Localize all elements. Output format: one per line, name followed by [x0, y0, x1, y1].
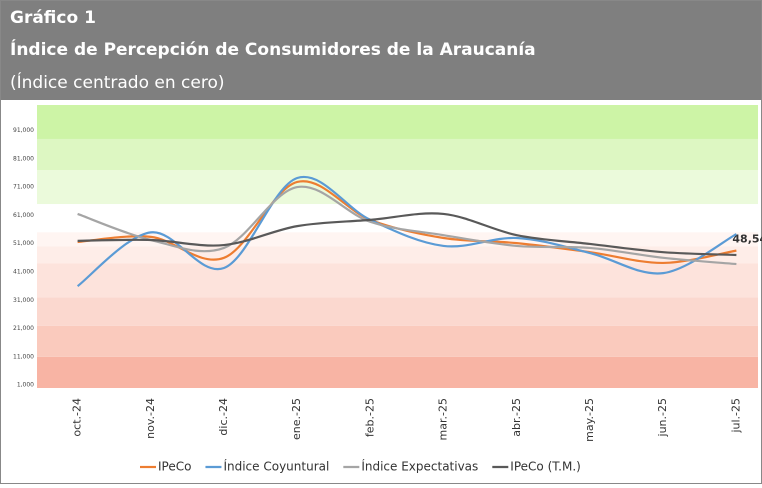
x-tick-label: abr.-25	[510, 398, 523, 437]
y-tick-label: 91,000	[13, 127, 34, 134]
legend-label: Índice Expectativas	[361, 459, 478, 474]
legend-label: IPeCo	[158, 460, 191, 474]
x-tick-label: may.-25	[583, 398, 596, 442]
background-band	[37, 138, 758, 171]
legend-label: IPeCo (T.M.)	[510, 460, 581, 474]
background-band	[37, 105, 758, 139]
background-band	[37, 325, 758, 357]
x-tick-label: oct.-24	[71, 398, 84, 437]
y-tick-label: 41,000	[13, 268, 34, 275]
data-label: 48,54	[732, 233, 762, 246]
x-tick-label: jul.-25	[729, 398, 742, 434]
y-tick-label: 71,000	[13, 184, 34, 191]
series-line	[77, 185, 737, 266]
y-tick-label: 11,000	[13, 353, 34, 360]
background-band	[37, 170, 758, 205]
y-tick-label: 61,000	[13, 212, 34, 219]
background-band	[37, 297, 758, 326]
background-band	[37, 246, 758, 264]
x-tick-label: jun.-25	[656, 398, 669, 437]
x-tick-label: feb.-25	[363, 398, 376, 437]
y-tick-label: 1,000	[17, 382, 34, 389]
y-tick-label: 51,000	[13, 240, 34, 247]
y-tick-label: 81,000	[13, 155, 34, 162]
chart-subtitle: Índice de Percepción de Consumidores de …	[10, 38, 536, 60]
y-tick-label: 21,000	[13, 325, 34, 332]
legend-label: Índice Coyuntural	[223, 459, 329, 474]
chart-note: (Índice centrado en cero)	[10, 71, 224, 93]
x-tick-label: nov.-24	[144, 398, 157, 439]
series-line	[77, 212, 737, 257]
x-tick-label: dic.-24	[217, 398, 230, 436]
x-tick-label: ene.-25	[290, 398, 303, 440]
y-tick-label: 31,000	[13, 297, 34, 304]
header	[1, 1, 761, 100]
x-tick-label: mar.-25	[437, 398, 450, 440]
chart-title: Gráfico 1	[10, 8, 96, 28]
background-band	[37, 356, 758, 388]
background-band	[37, 263, 758, 298]
